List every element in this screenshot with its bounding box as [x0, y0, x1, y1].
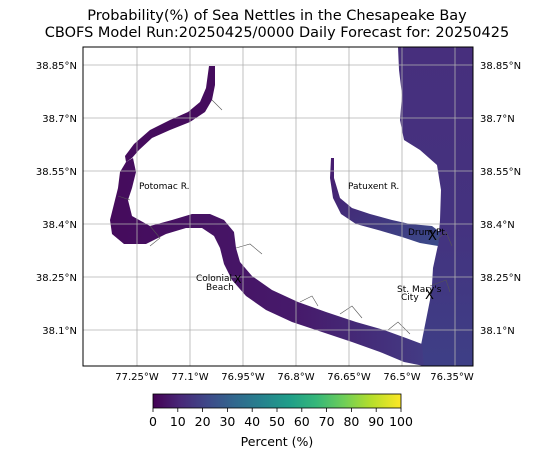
map-frame: [82, 46, 474, 367]
lon-tick: 76.8°W: [277, 372, 314, 383]
colorbar-ticks: [152, 408, 402, 412]
map-title: Probability(%) of Sea Nettles in the Che…: [87, 8, 467, 24]
shoreline: [117, 99, 453, 335]
gridlines: [83, 47, 473, 366]
place-label-patuxent: Patuxent R.: [348, 182, 399, 192]
colorbar-tick-label: 70: [319, 414, 335, 429]
potomac-river-water: [110, 158, 424, 366]
lat-tick-left: 38.1°N: [42, 326, 77, 337]
lat-tick-left: 38.7°N: [42, 114, 77, 125]
lon-tick: 76.65°W: [327, 372, 371, 383]
colorbar: [152, 393, 402, 409]
place-label-colonial-beach: Colonial: [196, 274, 232, 284]
colorbar-tick-label: 90: [368, 414, 384, 429]
colorbar-tick-label: 100: [389, 414, 413, 429]
colonial-beach-marker: X: [234, 273, 242, 286]
drum-point-marker: X: [428, 229, 437, 244]
place-label-st-marys: City: [401, 293, 419, 303]
place-label-drum-point: Drum Pt.: [408, 228, 448, 238]
lat-tick-left: 38.55°N: [36, 167, 77, 178]
st-marys-marker: X: [425, 288, 434, 303]
lat-tick-right: 38.1°N: [480, 326, 515, 337]
map-subtitle: CBOFS Model Run:20250425/0000 Daily Fore…: [44, 25, 510, 41]
colorbar-tick-label: 30: [219, 414, 235, 429]
lat-tick-right: 38.55°N: [480, 167, 521, 178]
lon-tick: 76.95°W: [221, 372, 265, 383]
lon-tick: 77.25°W: [115, 372, 159, 383]
lat-tick-left: 38.4°N: [42, 220, 77, 231]
place-label-st-marys: St. Mary's: [397, 285, 442, 295]
lat-tick-right: 38.25°N: [480, 273, 521, 284]
colorbar-tick-label: 80: [343, 414, 359, 429]
lat-tick-right: 38.85°N: [480, 61, 521, 72]
place-label-potomac: Potomac R.: [139, 182, 190, 192]
chesapeake-bay-water: [398, 47, 473, 366]
lon-tick: 76.35°W: [430, 372, 474, 383]
lat-tick-left: 38.25°N: [36, 273, 77, 284]
lat-tick-right: 38.4°N: [480, 220, 515, 231]
colorbar-tick-label: 50: [269, 414, 285, 429]
lat-tick-left: 38.85°N: [36, 61, 77, 72]
potomac-river-upper-water: [125, 66, 215, 162]
colorbar-label: Percent (%): [241, 434, 314, 449]
colorbar-tick-label: 20: [195, 414, 211, 429]
lon-tick: 76.5°W: [383, 372, 420, 383]
colorbar-tick-label: 0: [149, 414, 157, 429]
lat-tick-right: 38.7°N: [480, 114, 515, 125]
lon-tick: 77.1°W: [171, 372, 208, 383]
place-label-colonial-beach: Beach: [206, 283, 234, 293]
colorbar-tick-label: 40: [244, 414, 260, 429]
colorbar-tick-label: 60: [294, 414, 310, 429]
colorbar-tick-label: 10: [170, 414, 186, 429]
